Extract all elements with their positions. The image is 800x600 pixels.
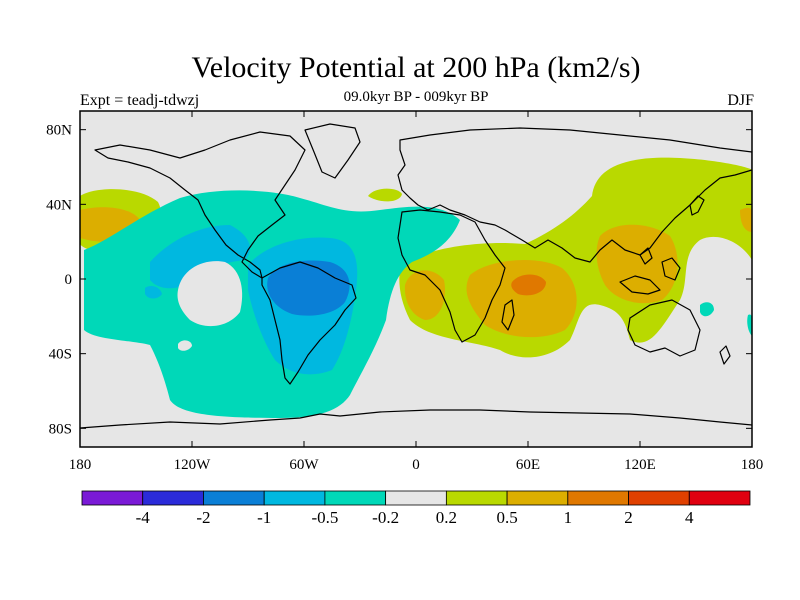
colorbar [81,490,751,506]
coastlines [80,123,752,429]
y-tick-label: 0 [65,272,73,288]
colorbar-swatch [567,490,629,506]
pos3-field-arabian-sea [511,274,546,296]
coast-europe-asia [397,127,752,263]
colorbar-label: -0.5 [311,508,338,527]
colorbar-swatch [445,490,508,506]
y-tick-label: 40S [49,347,72,363]
colorbar-swatch [628,490,690,506]
pos2-field-east-africa [466,259,577,338]
colorbar-swatch [385,490,447,506]
coast-north-america [94,131,306,279]
neg-field-dateline [747,314,752,336]
x-tick-label: 180 [69,457,92,473]
neutral-holes [177,261,243,351]
neutral-hole-east-pacific [177,261,243,327]
x-axis: 180 120W 60W 0 60E 120E 180 [69,111,764,473]
chart-title: Velocity Potential at 200 hPa (km2/s) [191,51,641,84]
x-tick-label: 0 [412,457,420,473]
colorbar-swatch [506,490,569,506]
x-tick-label: 120E [624,457,656,473]
neg2-field-pacific [150,225,250,289]
coast-africa [397,209,506,343]
y-tick-label: 80S [49,421,72,437]
x-tick-label: 120W [174,457,212,473]
pos-field-mediterranean [368,188,402,202]
coast-australia [627,299,701,357]
y-tick-label: 80N [46,123,72,139]
colorbar-labels: -4 -2 -1 -0.5 -0.2 0.2 0.5 1 2 4 [136,508,694,527]
colorbar-label: 1 [564,508,573,527]
season-label: DJF [727,92,754,109]
positive-strongest-fields [511,274,546,296]
neutral-hole-small [178,340,192,351]
coast-antarctica [80,409,752,429]
colorbar-swatch [142,490,204,506]
colorbar-swatch [81,490,144,506]
experiment-label: Expt = teadj-tdwzj [80,92,200,109]
colorbar-label: -2 [196,508,210,527]
x-tick-label: 180 [741,457,764,473]
pos2-field-dateline-east [740,207,752,232]
neg2-field-small [145,286,162,299]
chart-subtitle: 09.0kyr BP - 009kyr BP [343,89,489,105]
colorbar-label: -1 [257,508,271,527]
coast-south-america [261,261,357,385]
coast-maritime-continent [619,247,681,295]
colorbar-label: 0.2 [436,508,457,527]
x-tick-label: 60W [289,457,319,473]
colorbar-swatch [263,490,326,506]
coast-greenland [304,123,361,179]
colorbar-label: -4 [136,508,151,527]
colorbar-swatch [324,490,387,506]
coast-japan [689,195,705,216]
colorbar-label: 2 [624,508,633,527]
y-axis: 80N 40N 0 40S 80S [46,123,752,437]
x-tick-label: 60E [516,457,540,473]
colorbar-swatch [688,490,751,506]
colorbar-label: 0.5 [496,508,517,527]
neg-field-west-pacific-small [700,302,714,317]
coast-new-zealand [719,345,731,365]
colorbar-label: -0.2 [372,508,399,527]
colorbar-label: 4 [685,508,694,527]
coast-madagascar [501,299,515,331]
colorbar-swatch [203,490,265,506]
map-panel [80,111,752,447]
pos2-field-africa [404,270,446,320]
y-tick-label: 40N [46,197,72,213]
